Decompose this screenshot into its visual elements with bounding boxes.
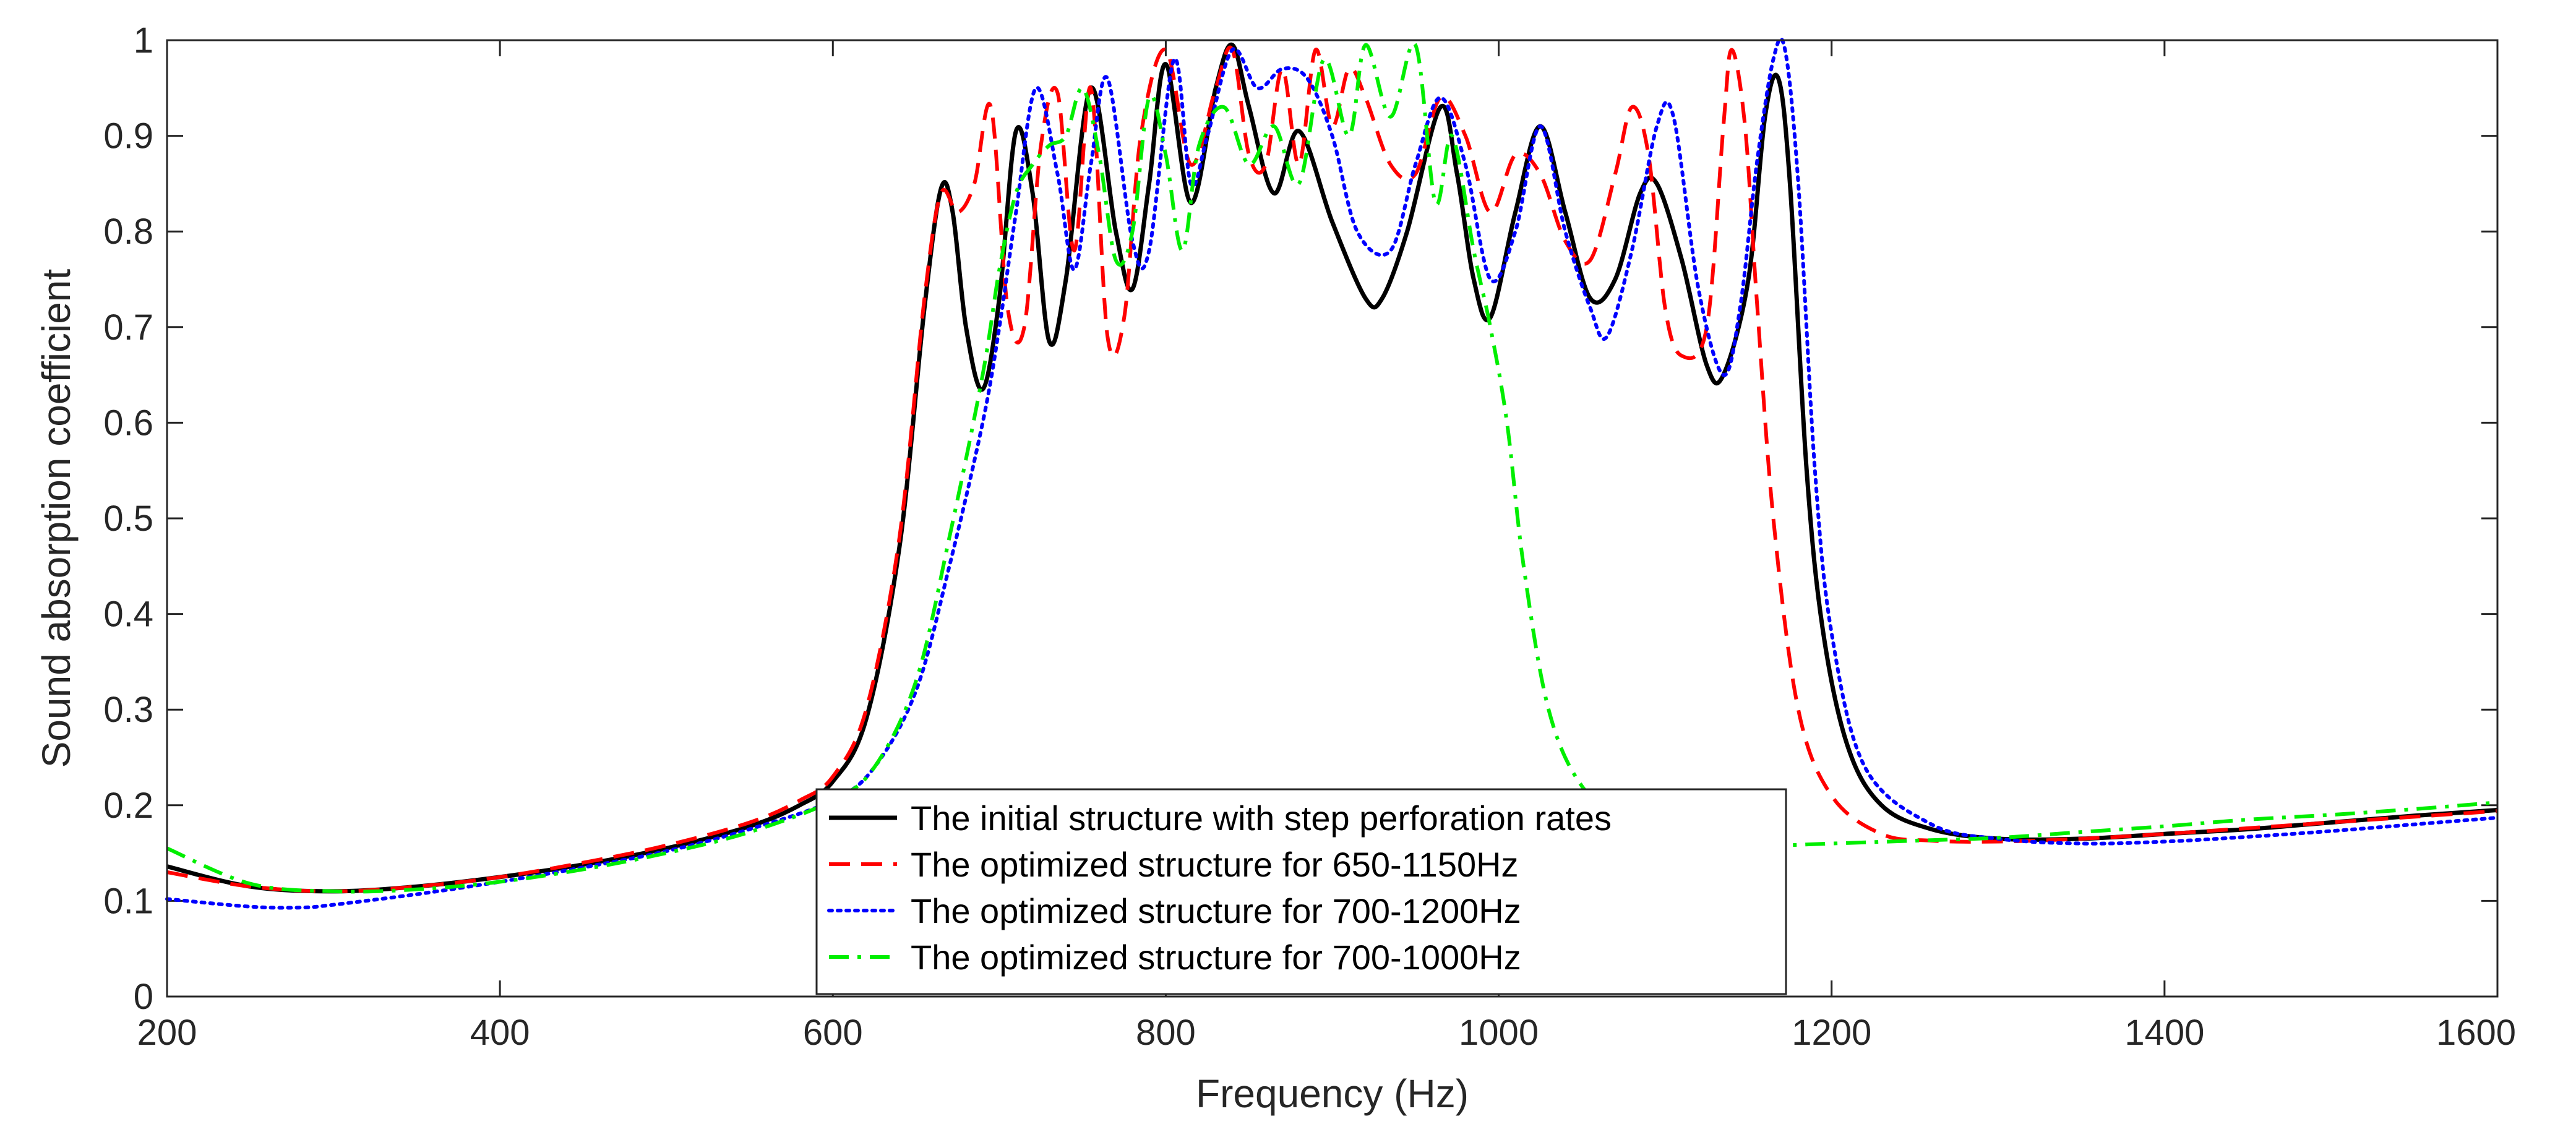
legend: The initial structure with step perforat… xyxy=(815,788,1787,995)
x-tick-label: 1600 xyxy=(2436,1013,2516,1053)
legend-label-2: The optimized structure for 650-1150Hz xyxy=(911,845,1519,884)
series-line-3 xyxy=(165,36,2499,910)
y-tick-label: 0.2 xyxy=(103,786,153,826)
y-tick-label: 0.8 xyxy=(103,212,153,252)
legend-label-4: The optimized structure for 700-1000Hz xyxy=(911,938,1521,977)
x-axis-title: Frequency (Hz) xyxy=(1196,1071,1469,1116)
y-tick-label: 0.7 xyxy=(103,307,153,348)
y-tick-label: 0 xyxy=(134,977,153,1017)
x-tick-label: 200 xyxy=(137,1013,197,1053)
x-tick-label: 1400 xyxy=(2124,1013,2204,1053)
legend-label-1: The initial structure with step perforat… xyxy=(911,799,1612,838)
y-tick-label: 0.3 xyxy=(103,690,153,730)
y-tick-label: 0.4 xyxy=(103,594,153,635)
y-tick-label: 1 xyxy=(134,20,153,61)
x-axis-ticks: 200 400 600 800 1000 1200 1400 1600 xyxy=(137,40,2516,1053)
y-axis-title: Sound absorption coefficient xyxy=(34,269,79,768)
x-tick-label: 800 xyxy=(1136,1013,1196,1053)
y-tick-label: 0.5 xyxy=(103,499,153,539)
x-tick-label: 600 xyxy=(803,1013,863,1053)
plot-area-border xyxy=(166,39,2499,998)
y-tick-label: 0.6 xyxy=(103,403,153,443)
legend-label-3: The optimized structure for 700-1200Hz xyxy=(911,891,1521,930)
y-axis-ticks: 0 0.1 0.2 0.3 0.4 0.5 0.6 0.7 0.8 0.9 1 xyxy=(103,20,2497,1017)
x-tick-label: 1200 xyxy=(1792,1013,1871,1053)
x-tick-label: 1000 xyxy=(1459,1013,1539,1053)
legend-box xyxy=(815,788,1787,995)
y-tick-label: 0.9 xyxy=(103,116,153,157)
series-line-2 xyxy=(166,45,2498,893)
x-tick-label: 400 xyxy=(470,1013,530,1053)
series-line-1 xyxy=(166,42,2498,894)
y-tick-label: 0.1 xyxy=(103,881,153,921)
